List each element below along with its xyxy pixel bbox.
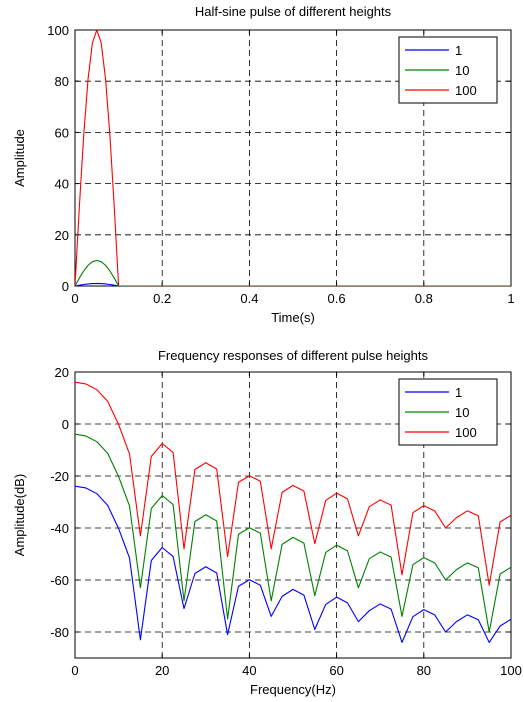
legend-label: 1	[455, 385, 462, 400]
y-tick-label: 20	[55, 365, 69, 380]
y-tick-label: 0	[62, 417, 69, 432]
chart-title: Frequency responses of different pulse h…	[158, 348, 429, 363]
x-tick-label: 100	[500, 663, 522, 678]
legend: 1 10 100	[398, 378, 498, 446]
y-tick-label: 0	[62, 279, 69, 294]
x-tick-label: 0	[71, 291, 78, 306]
x-tick-label: 20	[155, 663, 169, 678]
series-line-1	[75, 282, 511, 286]
y-tick-label: 60	[55, 125, 69, 140]
x-tick-label: 0	[71, 663, 78, 678]
y-tick-label: 100	[47, 23, 69, 38]
y-tick-label: -80	[50, 625, 69, 640]
y-tick-label: -20	[50, 469, 69, 484]
y-axis-label: Amplitude(dB)	[12, 474, 27, 556]
series-line-10	[75, 433, 511, 633]
series-line-100	[75, 381, 511, 586]
legend-label: 10	[455, 405, 469, 420]
y-tick-label: 20	[55, 228, 69, 243]
y-tick-label: 80	[55, 74, 69, 89]
series-line-10	[75, 259, 511, 286]
legend-label: 100	[455, 83, 477, 98]
legend: 1 10 100	[398, 36, 498, 104]
x-tick-label: 0.4	[240, 291, 258, 306]
chart-title: Half-sine pulse of different heights	[195, 4, 392, 19]
legend-label: 100	[455, 425, 477, 440]
x-tick-label: 0.8	[415, 291, 433, 306]
x-tick-label: 1	[507, 291, 514, 306]
x-tick-label: 40	[242, 663, 256, 678]
y-tick-label: -40	[50, 521, 69, 536]
y-tick-label: -60	[50, 573, 69, 588]
x-tick-label: 0.6	[328, 291, 346, 306]
x-tick-label: 0.2	[153, 291, 171, 306]
x-tick-label: 60	[329, 663, 343, 678]
series-line-1	[75, 485, 511, 643]
x-tick-label: 80	[417, 663, 431, 678]
y-tick-label: 40	[55, 177, 69, 192]
legend-label: 1	[455, 43, 462, 58]
y-axis-label: Amplitude	[12, 129, 27, 187]
x-axis-label: Frequency(Hz)	[250, 682, 336, 697]
series-line-100	[75, 30, 511, 286]
legend-label: 10	[455, 63, 469, 78]
series-group	[75, 381, 511, 643]
frequency-response-chart: 0 20 40 60 80 100 -80 -60 -40 -20 0 20 Frequency res…	[12, 348, 522, 697]
x-axis-label: Time(s)	[271, 310, 315, 325]
series-group	[75, 30, 511, 286]
